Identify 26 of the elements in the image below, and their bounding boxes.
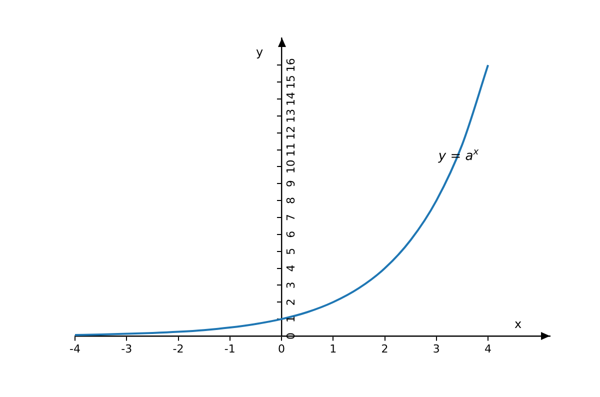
x-tick-label: -4 xyxy=(70,342,80,356)
y-tick-label: 13 xyxy=(284,108,298,123)
y-tick-label: 5 xyxy=(284,248,298,255)
y-tick-label: 10 xyxy=(284,160,298,174)
y-tick-label: 16 xyxy=(284,58,298,72)
y-tick-label: 7 xyxy=(284,214,298,221)
y-tick-label: 1 xyxy=(284,316,298,323)
y-tick-label: 15 xyxy=(284,75,298,90)
x-tick-label: 2 xyxy=(381,342,388,356)
y-tick-label: 12 xyxy=(284,126,298,140)
x-tick-label: -3 xyxy=(121,342,132,356)
x-tick-label: -1 xyxy=(224,342,236,356)
y-axis-title: y xyxy=(256,45,264,59)
y-tick-label: 14 xyxy=(284,92,298,106)
y-tick-label: 8 xyxy=(284,197,298,204)
y-tick-label: 3 xyxy=(284,282,298,289)
y-tick-label: 4 xyxy=(284,264,298,272)
x-tick-label: 4 xyxy=(484,342,492,356)
x-tick-label: 3 xyxy=(432,342,440,356)
y-tick-label: 11 xyxy=(284,142,298,157)
x-axis-title: x xyxy=(514,317,522,331)
y-tick-label: 2 xyxy=(284,298,298,306)
y-tick-label: 9 xyxy=(284,180,298,188)
y-tick-label: 6 xyxy=(284,230,298,238)
x-tick-label: 1 xyxy=(330,342,337,356)
x-tick-label: -2 xyxy=(172,342,184,356)
